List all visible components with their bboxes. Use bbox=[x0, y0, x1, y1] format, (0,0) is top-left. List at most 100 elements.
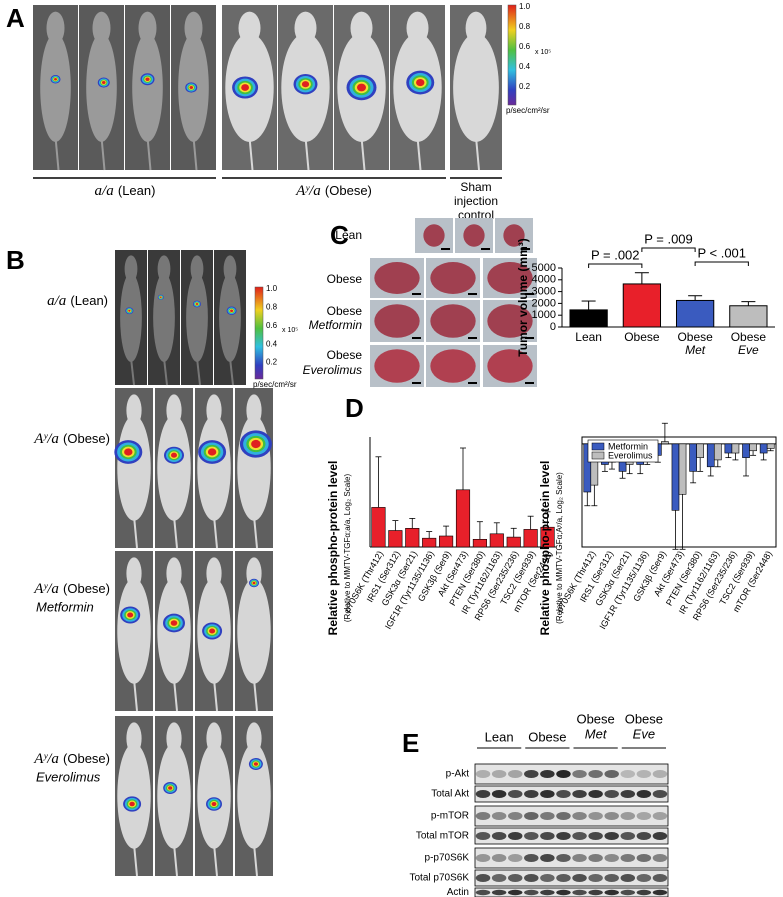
colorbar-label: 0.8 bbox=[519, 22, 531, 31]
band bbox=[556, 874, 571, 882]
mouse-body bbox=[157, 743, 191, 849]
mouse-tail bbox=[54, 136, 60, 171]
mouse-head bbox=[406, 11, 429, 45]
bioluminescence bbox=[207, 448, 217, 456]
genotype: Aʸ/a bbox=[33, 581, 59, 597]
band bbox=[524, 770, 539, 778]
tumor bbox=[430, 349, 476, 383]
band bbox=[540, 832, 555, 840]
bar bbox=[371, 507, 386, 548]
bioluminescence bbox=[253, 762, 258, 766]
band bbox=[491, 790, 507, 798]
y-tick-label: 0 bbox=[550, 321, 556, 333]
y-tick-label: 5000 bbox=[532, 262, 556, 274]
bar bbox=[489, 533, 504, 548]
mouse-head bbox=[166, 394, 182, 427]
blot bbox=[474, 785, 669, 803]
mouse-head bbox=[206, 722, 222, 755]
colorbar-label: 0.2 bbox=[519, 82, 531, 91]
band bbox=[572, 790, 587, 798]
photo-row-label: Metformin bbox=[309, 318, 363, 332]
band bbox=[475, 812, 491, 820]
lane-group-label: Lean bbox=[485, 729, 514, 744]
mouse-body bbox=[157, 415, 191, 521]
tumor bbox=[374, 304, 420, 338]
band bbox=[604, 854, 619, 862]
genotype: Aʸ/a bbox=[295, 183, 321, 199]
annotation: P < .001 bbox=[697, 245, 746, 260]
x-tick-label: Eve bbox=[738, 343, 759, 357]
mouse-head bbox=[223, 255, 237, 283]
mouse-tail bbox=[196, 357, 201, 386]
bar bbox=[523, 529, 538, 548]
bar bbox=[622, 283, 662, 328]
legend-swatch bbox=[591, 442, 605, 451]
sham-label: injection bbox=[454, 194, 498, 208]
bar bbox=[749, 443, 757, 452]
colorbar-label: 0.8 bbox=[266, 303, 278, 312]
blot-row-label: Total p70S6K bbox=[410, 873, 470, 884]
band bbox=[507, 874, 523, 882]
band bbox=[524, 889, 539, 896]
blot bbox=[474, 805, 669, 827]
bioluminescence bbox=[189, 85, 194, 90]
panel-label: B bbox=[6, 245, 25, 275]
mouse-body bbox=[453, 33, 499, 142]
mouse-head bbox=[126, 722, 142, 755]
mouse-head bbox=[126, 394, 142, 427]
legend-box bbox=[587, 439, 659, 463]
band bbox=[588, 832, 603, 840]
band bbox=[572, 770, 587, 778]
colorbar-label: 0.4 bbox=[266, 339, 278, 348]
bar bbox=[759, 443, 768, 454]
panel-label: C bbox=[330, 220, 349, 250]
colorbar-label: 1.0 bbox=[266, 284, 278, 293]
group-label: Aʸ/a (Obese) bbox=[295, 183, 372, 200]
mouse-head bbox=[166, 722, 182, 755]
bar bbox=[506, 536, 521, 548]
y-tick-label: 1000 bbox=[532, 309, 556, 321]
band bbox=[507, 790, 523, 798]
mouse-tail bbox=[304, 136, 310, 171]
annotation: P = .009 bbox=[644, 231, 693, 246]
bar bbox=[455, 489, 471, 548]
significance-bracket bbox=[641, 247, 696, 252]
blot-row-label: Actin bbox=[447, 887, 469, 897]
genotype: a/a bbox=[47, 293, 66, 309]
blot-row-label: p-p70S6K bbox=[425, 853, 470, 864]
band bbox=[604, 812, 619, 820]
bioluminescence bbox=[129, 801, 135, 807]
y-axis-label: Relative phospho-protein level bbox=[538, 461, 552, 636]
band bbox=[491, 889, 507, 896]
bioluminescence bbox=[251, 439, 261, 449]
row-label: Aʸ/a (Obese) bbox=[33, 751, 110, 768]
band bbox=[620, 770, 636, 778]
mouse-tail bbox=[253, 515, 258, 549]
band bbox=[491, 832, 507, 840]
photo-row-label: Obese bbox=[327, 348, 363, 362]
treatment-label: Everolimus bbox=[36, 769, 101, 784]
legend-label: Metformin bbox=[608, 441, 648, 451]
blot-row-label: p-mTOR bbox=[431, 811, 469, 822]
phenotype: (Obese) bbox=[63, 751, 110, 766]
tumor bbox=[423, 224, 445, 247]
band bbox=[540, 874, 555, 882]
bioluminescence bbox=[241, 84, 250, 91]
band bbox=[572, 874, 587, 882]
panel-label: A bbox=[6, 3, 25, 33]
band bbox=[491, 770, 507, 778]
colorbar-multiplier: x 10⁵ bbox=[535, 49, 551, 56]
bar bbox=[696, 443, 704, 458]
mouse-head bbox=[206, 394, 222, 427]
band bbox=[507, 832, 523, 840]
genotype: a/a bbox=[95, 183, 114, 199]
band bbox=[636, 889, 652, 896]
y-tick-label: 4000 bbox=[532, 274, 556, 286]
blot bbox=[474, 763, 669, 785]
panel-label: E bbox=[402, 728, 419, 758]
band bbox=[620, 832, 636, 840]
band bbox=[636, 874, 652, 882]
bar bbox=[706, 443, 715, 468]
mouse-body bbox=[197, 415, 231, 521]
band bbox=[540, 812, 555, 820]
